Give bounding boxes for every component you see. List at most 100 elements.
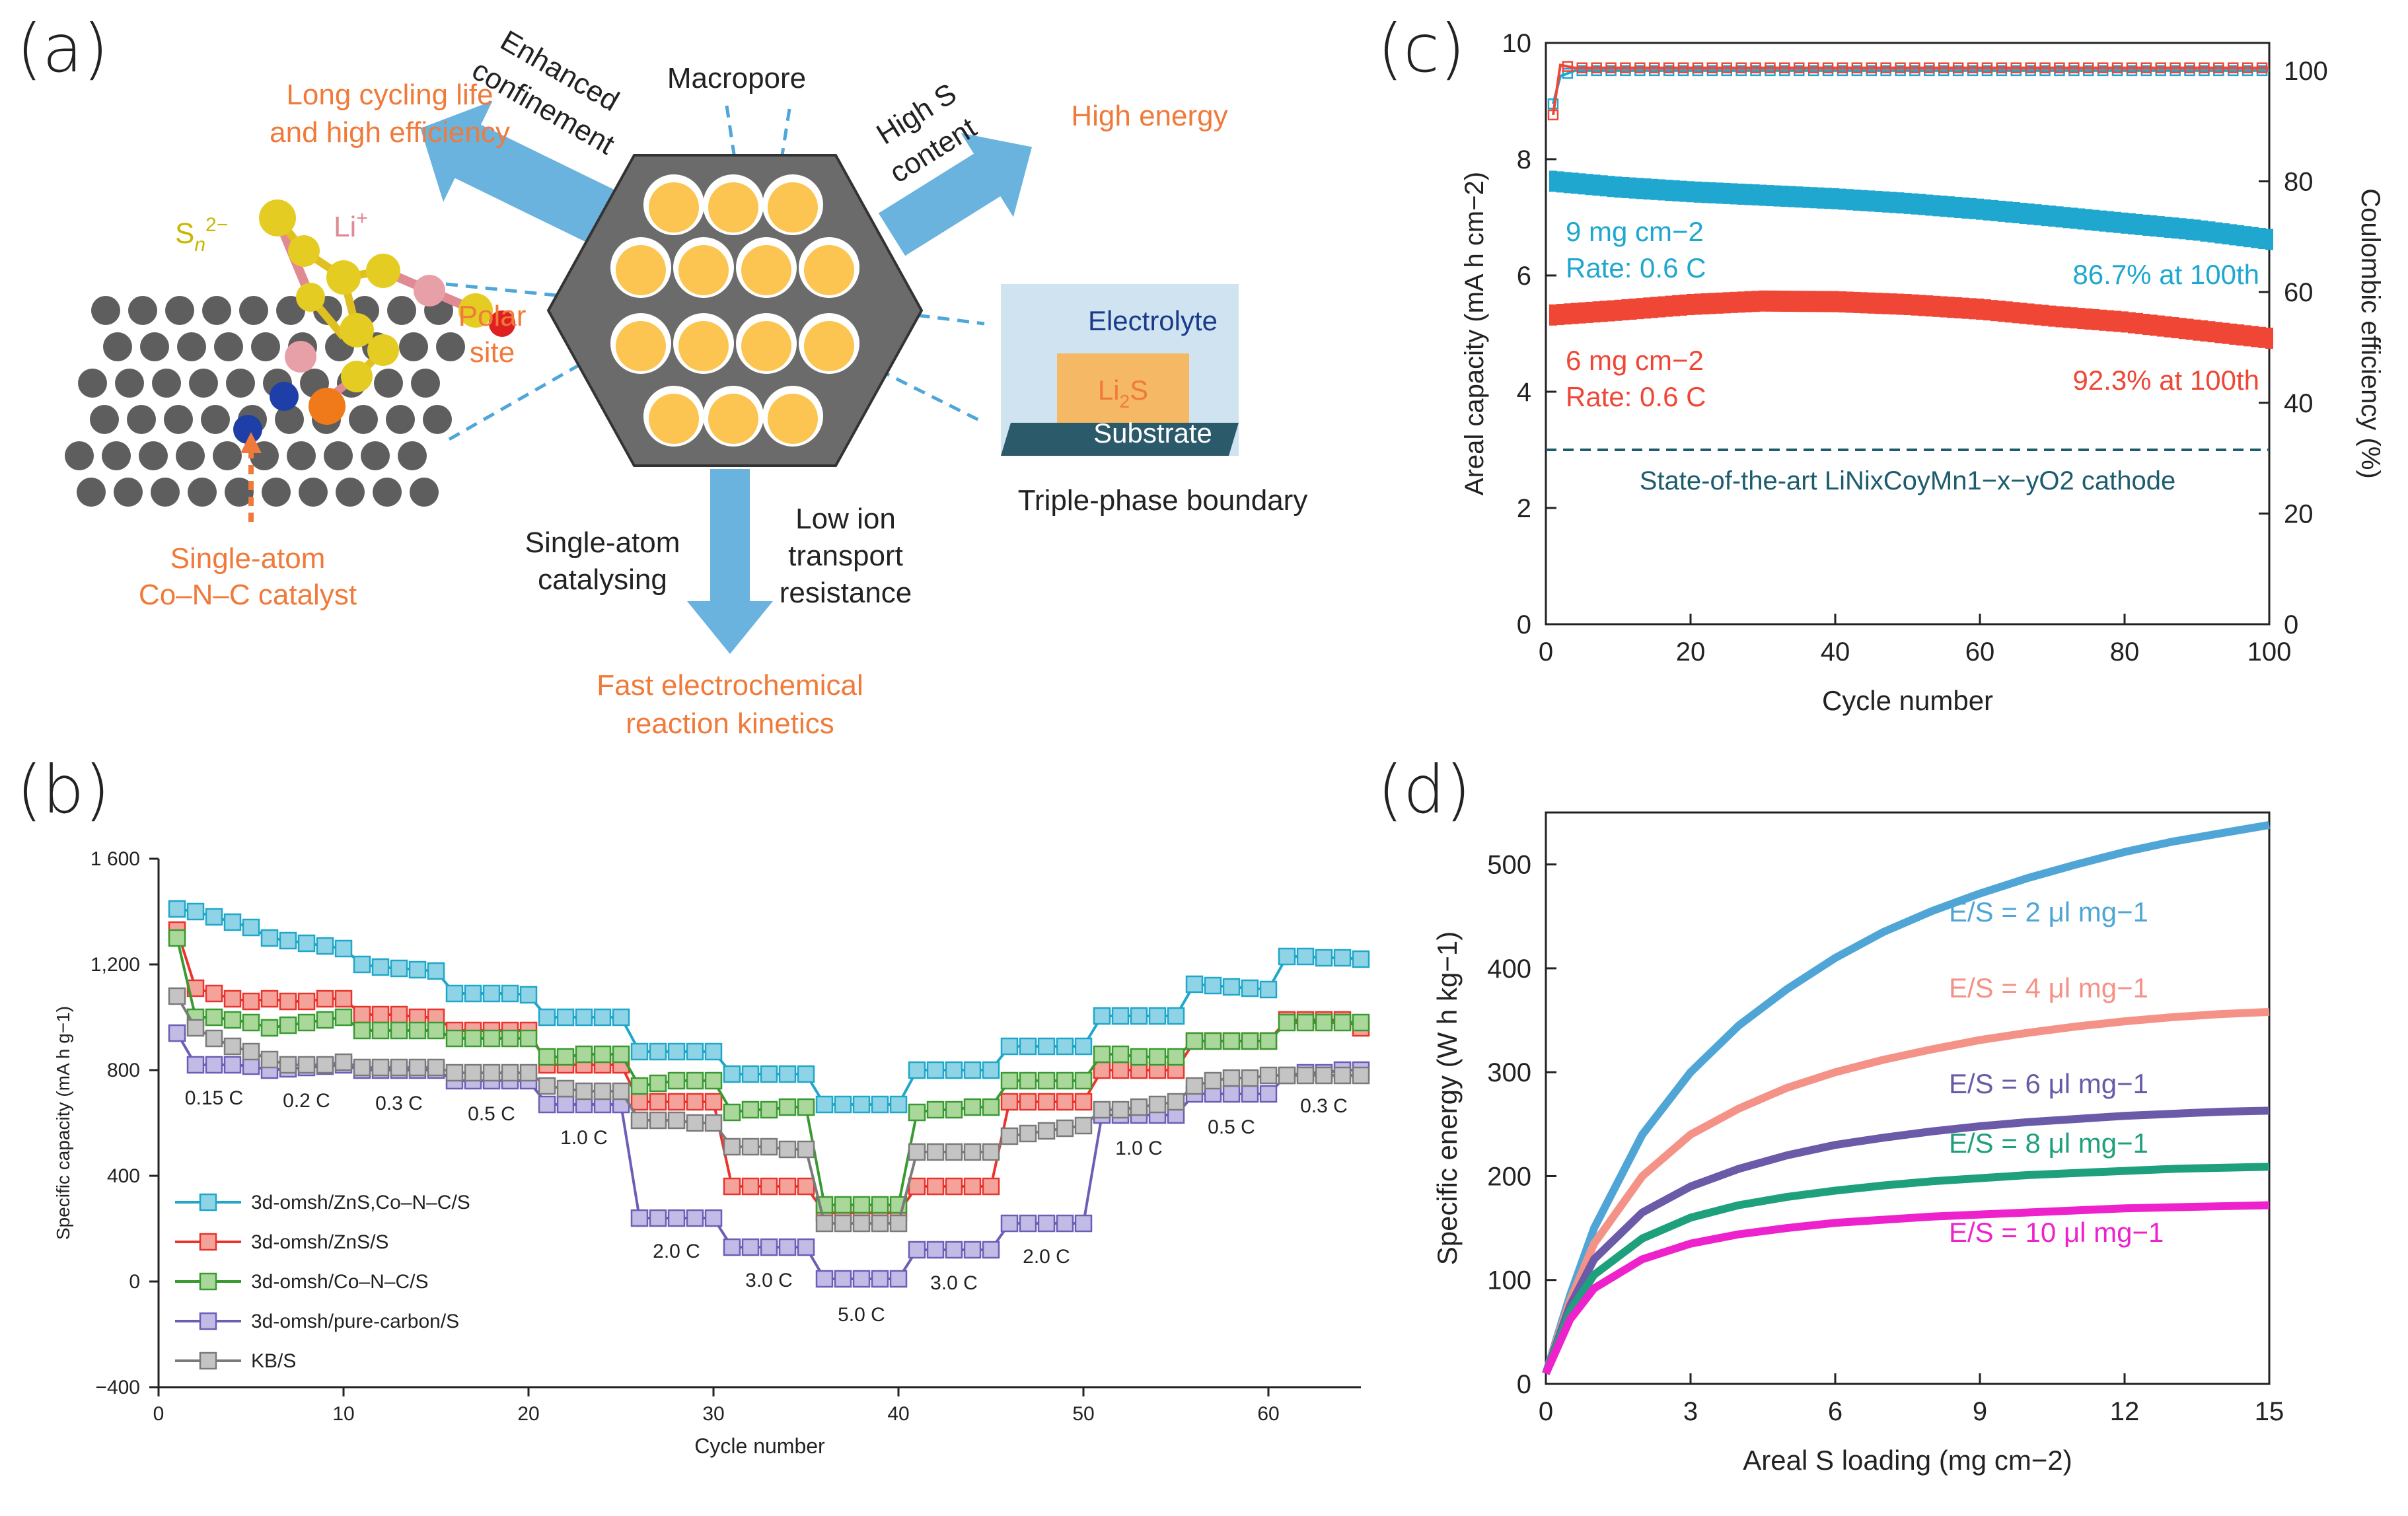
c-x-axis-label: Cycle number xyxy=(1822,685,1993,716)
b-data-point xyxy=(445,1029,464,1048)
c-capacity-point xyxy=(2127,312,2136,334)
b-data-point xyxy=(519,986,538,1004)
text-triple-phase: Triple-phase boundary xyxy=(1018,484,1308,517)
b-data-point xyxy=(538,1008,556,1027)
b-data-point xyxy=(1037,1071,1056,1090)
c-ce-point xyxy=(1981,62,1993,73)
graphene-atom xyxy=(90,405,119,434)
b-data-point xyxy=(686,1071,704,1090)
b-data-point xyxy=(667,1071,686,1090)
c-x-tick-label: 60 xyxy=(1965,637,1995,667)
b-y-tick-label: 1 600 xyxy=(91,848,140,870)
c-ce-point xyxy=(2256,62,2268,73)
c-capacity-point xyxy=(2055,206,2064,228)
b-data-point xyxy=(723,1238,741,1256)
b-data-point xyxy=(704,1071,723,1090)
c-capacity-point xyxy=(2178,218,2187,240)
b-data-point xyxy=(427,1021,445,1040)
b-rate-label: 0.5 C xyxy=(468,1103,515,1125)
c-y-tick-label: 10 xyxy=(1502,29,1532,58)
b-rate-label: 0.15 C xyxy=(185,1087,243,1109)
b-data-point xyxy=(1111,1045,1130,1064)
b-data-point xyxy=(408,1021,427,1040)
b-data-point xyxy=(963,1098,982,1116)
c-capacity-point xyxy=(2200,220,2208,242)
c-capacity-point xyxy=(1693,293,1702,315)
b-data-point xyxy=(723,1137,741,1156)
b-data-point xyxy=(1019,1071,1037,1090)
b-data-point xyxy=(1167,1048,1185,1066)
c-capacity-point xyxy=(1737,291,1745,313)
c-capacity-point xyxy=(1817,291,1825,312)
c-capacity-point xyxy=(1672,295,1681,316)
b-data-point xyxy=(353,1021,371,1040)
c-capacity-point xyxy=(2092,209,2100,231)
b-data-point xyxy=(963,1061,982,1079)
graphene-atom xyxy=(373,478,402,507)
c-capacity-point xyxy=(2236,225,2245,246)
b-data-point xyxy=(778,1098,797,1116)
c-annot-6mg-rate: Rate: 0.6 C xyxy=(1566,381,1706,412)
c-ce-point xyxy=(2140,62,2152,73)
c-capacity-point xyxy=(1722,292,1731,314)
c-capacity-point xyxy=(2113,211,2122,233)
b-data-point xyxy=(1037,1122,1056,1140)
c-ce-point xyxy=(2111,62,2123,73)
c-capacity-point xyxy=(1715,292,1724,314)
b-legend-label: KB/S xyxy=(251,1350,296,1372)
c-capacity-point xyxy=(2222,322,2230,344)
b-data-point xyxy=(926,1101,945,1119)
c-ce-point xyxy=(1562,67,1574,79)
b-data-point xyxy=(297,1056,316,1074)
b-legend-label: 3d-omsh/Co–N–C/S xyxy=(251,1271,428,1293)
b-data-point xyxy=(723,1103,741,1122)
c-capacity-point xyxy=(1687,294,1695,315)
b-data-point xyxy=(390,1005,408,1024)
c-capacity-point xyxy=(1817,187,1825,209)
c-y-tick-label: 0 xyxy=(1517,610,1531,639)
c-ce-point xyxy=(1605,62,1617,73)
c-ce-point xyxy=(2097,62,2109,73)
b-data-point xyxy=(242,918,260,937)
b-data-point xyxy=(1352,1013,1370,1032)
c-capacity-point xyxy=(1556,171,1564,193)
b-data-point xyxy=(1148,1048,1167,1066)
b-data-point xyxy=(1000,1093,1019,1111)
panel-label-d: (d) xyxy=(1377,751,1471,828)
d-y-tick-label: 200 xyxy=(1487,1162,1531,1191)
b-data-point xyxy=(834,1095,852,1114)
b-data-point xyxy=(908,1103,926,1122)
b-data-point xyxy=(593,1045,612,1064)
b-data-point xyxy=(1074,1037,1093,1056)
text-substrate: Substrate xyxy=(1093,417,1212,449)
c-capacity-point xyxy=(2012,201,2020,223)
c-capacity-point xyxy=(2019,203,2027,225)
b-data-point xyxy=(926,1177,945,1196)
arrow-up-right xyxy=(878,133,1033,256)
c-capacity-point xyxy=(1665,295,1673,317)
c-capacity-point xyxy=(1896,293,1905,315)
c-ce-point xyxy=(1591,62,1602,73)
b-data-point xyxy=(1352,1066,1370,1085)
b-data-point xyxy=(1278,1013,1296,1032)
c-capacity-point xyxy=(2062,307,2071,328)
c-capacity-point xyxy=(1780,290,1789,312)
c-capacity-point xyxy=(1773,185,1782,207)
b-data-point xyxy=(371,1005,390,1024)
b-rate-label: 2.0 C xyxy=(653,1241,700,1262)
c-capacity-point xyxy=(2258,228,2267,250)
c-capacity-point xyxy=(2106,211,2115,233)
b-data-point xyxy=(445,984,464,1003)
c-capacity-point xyxy=(1932,195,1941,217)
c-capacity-point xyxy=(2077,308,2086,330)
b-data-point xyxy=(1056,1037,1074,1056)
b-data-point xyxy=(630,1077,649,1095)
c-ce-point xyxy=(2068,62,2080,73)
c-capacity-point xyxy=(2171,217,2179,239)
c-capacity-point xyxy=(1693,181,1702,203)
c-capacity-point xyxy=(1570,303,1579,324)
b-data-point xyxy=(1204,1032,1222,1050)
d-x-tick-label: 0 xyxy=(1539,1397,1553,1426)
b-data-point xyxy=(538,1095,556,1114)
panel-d-chart: 0 3 6 9 12 15 0 100 200 300 400 500 Areal S loading … xyxy=(1432,811,2284,1476)
